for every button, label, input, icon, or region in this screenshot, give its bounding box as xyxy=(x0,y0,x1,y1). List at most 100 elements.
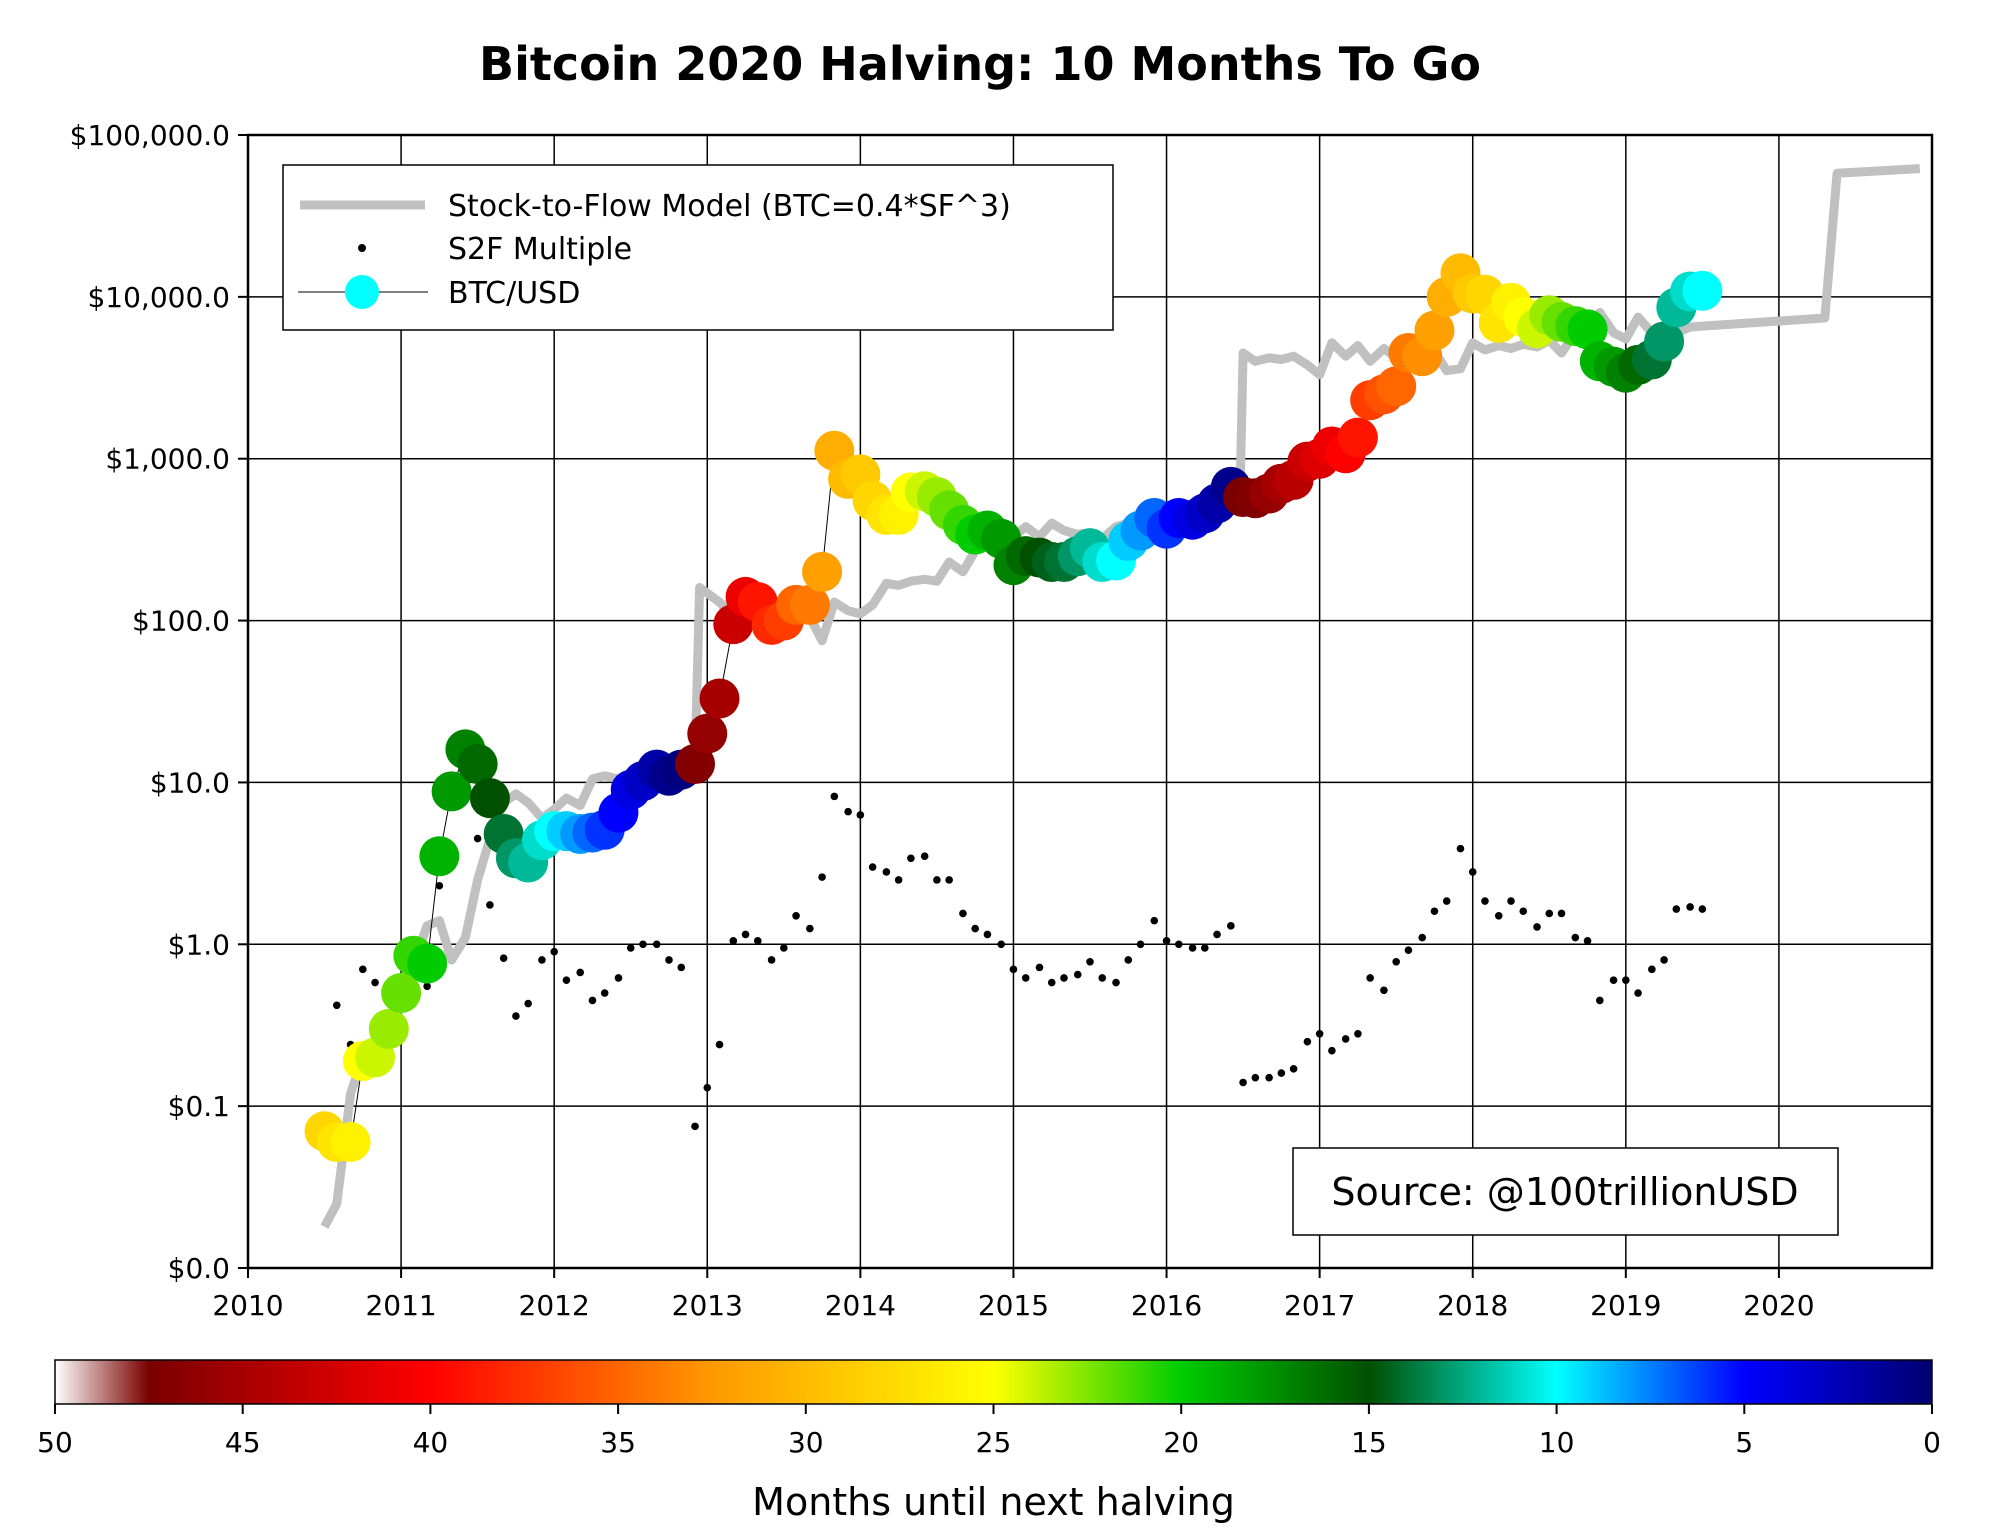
x-tick-label: 2012 xyxy=(519,1289,590,1322)
point-s2f-multiple xyxy=(1174,940,1183,949)
point-s2f-multiple xyxy=(1366,974,1374,982)
y-tick-label: $0.0 xyxy=(168,1252,230,1285)
point-s2f-multiple xyxy=(1672,905,1681,913)
y-tick-label: $10.0 xyxy=(150,766,230,799)
point-s2f-multiple xyxy=(753,937,762,945)
point-s2f-multiple xyxy=(1162,937,1171,945)
point-btc-usd xyxy=(469,778,510,819)
point-s2f-multiple xyxy=(486,901,494,909)
point-s2f-multiple xyxy=(792,911,800,920)
point-s2f-multiple xyxy=(1315,1029,1324,1038)
colorbar-tick-label: 25 xyxy=(976,1426,1012,1459)
source-text: Source: @100trillionUSD xyxy=(1331,1170,1798,1214)
point-s2f-multiple xyxy=(780,944,788,952)
point-s2f-multiple xyxy=(562,976,571,984)
point-s2f-multiple xyxy=(600,989,609,997)
legend-label: Stock-to-Flow Model (BTC=0.4*SF^3) xyxy=(448,189,1011,224)
colorbar-tick-label: 0 xyxy=(1923,1426,1941,1459)
point-s2f-multiple xyxy=(868,863,877,871)
point-s2f-multiple xyxy=(1303,1037,1312,1046)
point-s2f-multiple xyxy=(1380,986,1388,995)
y-tick-label: $100.0 xyxy=(132,605,230,638)
point-s2f-multiple xyxy=(1265,1073,1273,1082)
point-s2f-multiple xyxy=(741,930,750,939)
x-axis: 2010 2011 2012 2013 2014 2015 2016 2017 2018 2019… xyxy=(212,1268,1815,1322)
x-tick-label: 2015 xyxy=(978,1289,1049,1322)
point-s2f-multiple xyxy=(983,930,992,939)
point-s2f-multiple xyxy=(767,956,776,964)
x-tick-label: 2017 xyxy=(1284,1289,1355,1322)
point-s2f-multiple xyxy=(1571,933,1580,942)
point-s2f-multiple xyxy=(423,982,431,991)
legend-label: S2F Multiple xyxy=(448,232,632,267)
point-s2f-multiple xyxy=(524,999,532,1008)
legend: Stock-to-Flow Model (BTC=0.4*SF^3) S2F Mu… xyxy=(282,164,1114,331)
point-s2f-multiple xyxy=(1021,974,1030,982)
point-s2f-multiple xyxy=(1634,989,1642,997)
point-s2f-multiple xyxy=(677,963,686,972)
point-btc-usd xyxy=(687,713,728,754)
x-tick-label: 2020 xyxy=(1743,1289,1814,1322)
point-s2f-multiple xyxy=(665,956,673,964)
series-btc-usd xyxy=(304,253,1723,1163)
colorbar-tick-label: 45 xyxy=(225,1426,261,1459)
point-btc-usd xyxy=(802,551,843,592)
point-s2f-multiple xyxy=(550,947,558,956)
point-s2f-multiple xyxy=(1609,976,1618,984)
point-s2f-multiple xyxy=(1112,978,1120,987)
point-s2f-multiple xyxy=(588,996,597,1005)
point-s2f-multiple xyxy=(1519,907,1528,916)
point-s2f-multiple xyxy=(856,811,865,819)
colorbar-tick-label: 50 xyxy=(37,1426,73,1459)
point-s2f-multiple xyxy=(1354,1029,1362,1038)
point-s2f-multiple xyxy=(1073,970,1082,979)
point-s2f-multiple xyxy=(473,834,482,843)
x-tick-label: 2014 xyxy=(825,1289,896,1322)
point-s2f-multiple xyxy=(933,876,941,884)
point-s2f-multiple xyxy=(971,924,979,933)
source-annotation: Source: @100trillionUSD xyxy=(1292,1147,1839,1236)
point-s2f-multiple xyxy=(614,974,623,982)
point-s2f-multiple xyxy=(1468,868,1477,876)
series-s2f-multiple xyxy=(332,771,1707,1131)
point-s2f-multiple xyxy=(1341,1035,1350,1043)
point-s2f-multiple xyxy=(1251,1073,1260,1082)
colorbar-tick-label: 10 xyxy=(1539,1426,1575,1459)
point-s2f-multiple xyxy=(830,792,839,801)
point-s2f-multiple xyxy=(1595,996,1604,1005)
point-s2f-multiple xyxy=(1188,944,1197,952)
point-s2f-multiple xyxy=(997,940,1006,949)
point-s2f-multiple xyxy=(920,852,929,861)
point-s2f-multiple xyxy=(332,1001,341,1010)
y-tick-label: $1,000.0 xyxy=(105,443,230,476)
point-s2f-multiple xyxy=(1442,897,1451,905)
colorbar-tick-label: 35 xyxy=(600,1426,636,1459)
plot-frame xyxy=(246,133,1934,1270)
point-s2f-multiple xyxy=(894,876,903,884)
point-btc-usd xyxy=(675,743,716,784)
point-btc-usd xyxy=(1567,309,1608,350)
point-s2f-multiple xyxy=(652,940,661,949)
point-btc-usd xyxy=(419,836,460,877)
point-s2f-multiple xyxy=(1150,916,1159,925)
point-s2f-multiple xyxy=(806,924,814,933)
point-s2f-multiple xyxy=(1277,1069,1286,1077)
point-s2f-multiple xyxy=(538,956,546,964)
y-tick-label: $1.0 xyxy=(168,928,230,961)
point-s2f-multiple xyxy=(1328,1046,1336,1055)
point-btc-usd xyxy=(1682,270,1723,311)
point-s2f-multiple xyxy=(1698,905,1707,913)
point-s2f-multiple xyxy=(882,868,891,876)
colorbar-tick-label: 20 xyxy=(1163,1426,1199,1459)
point-s2f-multiple xyxy=(1686,903,1694,911)
colorbar-tick-label: 15 xyxy=(1351,1426,1387,1459)
point-s2f-multiple xyxy=(512,1012,520,1020)
point-s2f-multiple xyxy=(1660,956,1668,964)
colorbar-label: Months until next halving xyxy=(752,1480,1235,1524)
colorbar-gradient xyxy=(54,1359,1933,1405)
point-btc-usd xyxy=(368,1008,409,1049)
point-s2f-multiple xyxy=(1098,974,1107,982)
point-s2f-multiple xyxy=(907,854,915,863)
